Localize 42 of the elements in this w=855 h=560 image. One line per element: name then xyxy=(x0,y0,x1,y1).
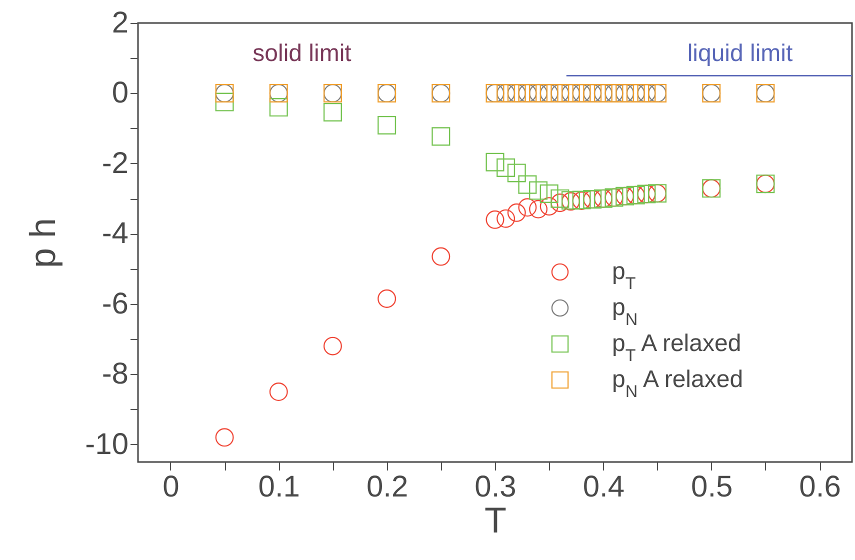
y-tick-label: 2 xyxy=(112,6,128,40)
point xyxy=(540,197,558,216)
point xyxy=(215,428,234,447)
y-axis-title: p h xyxy=(22,218,64,268)
point xyxy=(518,175,537,194)
legend-label: p$_{T}$ A relaxed xyxy=(612,330,742,364)
point xyxy=(486,152,504,172)
point xyxy=(378,289,396,308)
point xyxy=(378,116,396,134)
point xyxy=(432,247,450,266)
point xyxy=(550,189,570,208)
x-tick-label: 0.2 xyxy=(366,470,408,504)
x-tick-label: 0.1 xyxy=(258,470,300,504)
point xyxy=(496,158,516,177)
point xyxy=(496,209,516,228)
x-tick-label: 0.6 xyxy=(799,470,841,504)
y-tick-label: 0 xyxy=(112,76,128,110)
legend-label: p$_{N}$ A relaxed xyxy=(612,366,744,400)
point xyxy=(432,127,450,146)
point xyxy=(269,98,288,117)
point xyxy=(529,181,548,200)
point xyxy=(323,336,342,356)
x-tick-label: 0.4 xyxy=(582,470,625,504)
x-tick-label: 0.5 xyxy=(691,470,733,504)
point xyxy=(507,164,526,182)
annotation: liquid limit xyxy=(687,40,794,67)
point xyxy=(269,382,288,402)
y-tick-label: -2 xyxy=(102,146,128,180)
annotation: solid limit xyxy=(252,40,352,67)
legend-label: p$_{T}$ xyxy=(612,258,636,292)
point xyxy=(529,200,548,218)
point xyxy=(323,102,342,122)
point xyxy=(507,203,526,222)
point xyxy=(540,184,558,203)
x-tick-label: 0 xyxy=(162,470,180,504)
legend-label: p$_{N}$ xyxy=(612,294,638,328)
y-tick-label: -6 xyxy=(102,287,128,320)
point xyxy=(518,198,537,217)
y-tick-label: -4 xyxy=(102,217,128,250)
y-tick-label: -8 xyxy=(102,358,128,391)
point xyxy=(486,210,504,229)
y-tick-label: -10 xyxy=(85,428,128,461)
